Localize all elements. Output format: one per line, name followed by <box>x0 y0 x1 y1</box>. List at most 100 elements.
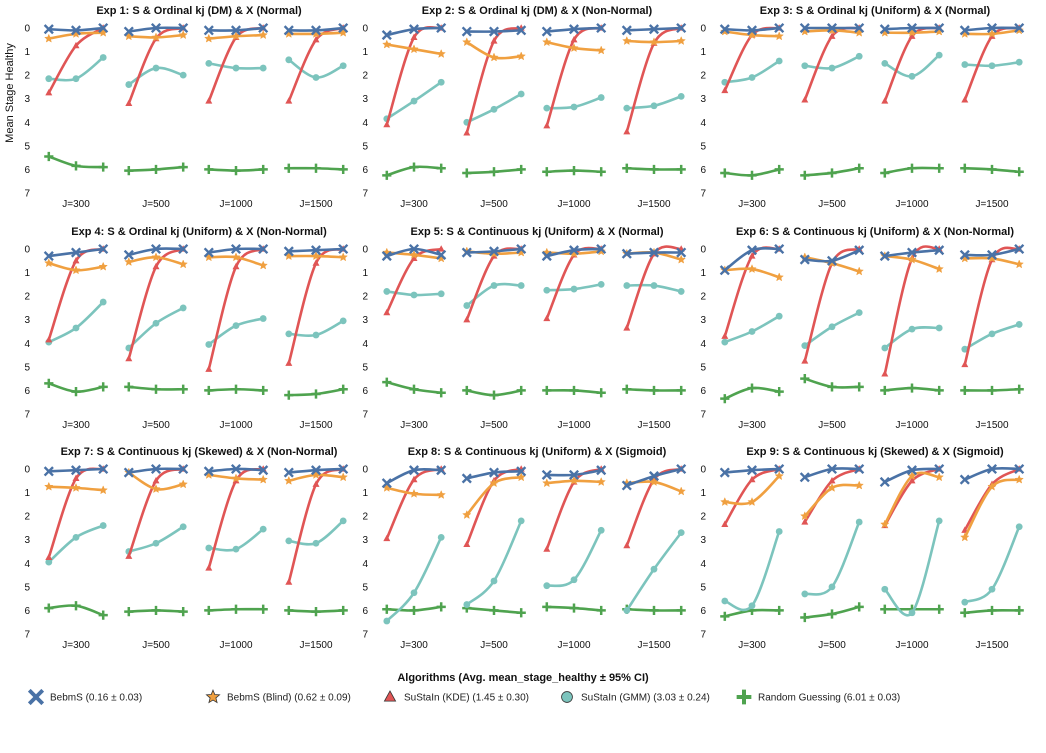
y-tick-label: 3 <box>24 94 30 105</box>
data-point <box>721 597 729 605</box>
data-point <box>436 249 447 260</box>
data-point <box>748 74 756 81</box>
data-point <box>205 365 213 372</box>
data-point <box>123 249 134 260</box>
data-point <box>934 264 944 274</box>
data-point <box>961 96 969 103</box>
y-ticks: 0 1 2 3 4 5 6 7 <box>362 245 368 421</box>
data-point <box>881 370 889 377</box>
data-point <box>70 25 82 36</box>
data-point <box>543 104 551 112</box>
data-point <box>98 610 108 620</box>
data-point <box>381 251 392 262</box>
data-point <box>568 24 580 35</box>
data-point <box>747 170 757 180</box>
data-point <box>801 62 809 70</box>
data-point <box>285 56 293 64</box>
data-point <box>774 31 784 41</box>
data-point <box>720 611 730 621</box>
y-tick-label: 1 <box>362 488 368 499</box>
series-sustain-kde <box>45 245 347 372</box>
data-point <box>623 607 631 614</box>
y-ticks: 0 1 2 3 4 5 6 7 <box>700 245 706 421</box>
data-point <box>880 385 890 396</box>
data-point <box>409 44 419 54</box>
y-tick-label: 2 <box>24 71 30 82</box>
data-point <box>462 385 472 396</box>
x-tick-label: J=1500 <box>975 640 1009 651</box>
data-point <box>383 534 391 542</box>
y-tick-label: 7 <box>362 630 368 641</box>
x-tick-label: J=1000 <box>895 420 929 431</box>
x-tick-label: J=1500 <box>637 420 671 431</box>
panel-title: Exp 3: S & Ordinal kj (Uniform) & X (Nor… <box>760 5 991 17</box>
series-bebms <box>719 463 1025 488</box>
panel-title: Exp 8: S & Continuous kj (Uniform) & X (… <box>408 446 667 458</box>
data-point <box>799 254 810 265</box>
y-tick-label: 6 <box>362 165 368 176</box>
data-point <box>284 475 294 485</box>
data-point <box>569 603 579 613</box>
data-point <box>230 243 242 255</box>
data-point <box>72 256 80 264</box>
data-point <box>232 545 240 553</box>
data-point <box>123 26 134 37</box>
data-point <box>517 517 525 525</box>
y-tick-label: 7 <box>362 189 368 200</box>
data-point <box>312 35 320 43</box>
y-tick-label: 4 <box>24 339 30 350</box>
series-random-guessing <box>382 602 686 618</box>
data-point <box>881 97 889 104</box>
triangle-icon <box>383 690 397 702</box>
y-tick-label: 1 <box>24 488 30 499</box>
data-point <box>1014 474 1024 484</box>
data-point <box>383 120 391 128</box>
data-point <box>959 25 970 36</box>
x-tick-label: J=500 <box>142 199 170 210</box>
x-tick-label: J=300 <box>62 420 90 431</box>
data-point <box>935 324 943 332</box>
data-point <box>125 552 133 559</box>
data-point <box>854 163 864 173</box>
data-point <box>151 164 161 175</box>
data-point <box>568 469 580 480</box>
y-tick-label: 4 <box>362 339 368 350</box>
data-point <box>45 89 53 96</box>
data-point <box>935 51 943 59</box>
data-point <box>801 342 809 350</box>
panel-5: Exp 5: S & Continuous kj (Uniform) & X (… <box>362 226 687 431</box>
data-point <box>151 252 161 262</box>
series-line <box>803 467 861 524</box>
data-point <box>311 163 321 173</box>
data-point <box>178 463 189 475</box>
data-point <box>828 476 836 484</box>
data-point <box>799 22 810 34</box>
data-point <box>312 331 320 339</box>
data-point <box>960 608 970 618</box>
data-point <box>747 264 757 274</box>
data-point <box>676 164 686 175</box>
y-tick-label: 6 <box>700 606 706 617</box>
series-line <box>545 26 603 128</box>
data-point <box>719 467 730 478</box>
data-point <box>906 22 918 34</box>
y-tick-label: 5 <box>362 141 368 152</box>
data-point <box>828 323 836 331</box>
series-line <box>803 247 861 363</box>
series-bebms <box>381 22 687 41</box>
data-point <box>125 354 133 362</box>
data-point <box>99 298 107 306</box>
data-point <box>489 167 499 177</box>
data-point <box>747 497 757 507</box>
y-tick-label: 7 <box>700 410 706 421</box>
data-point <box>676 463 687 475</box>
y-tick-label: 0 <box>700 245 706 256</box>
data-point <box>125 81 133 88</box>
x-tick-label: J=300 <box>400 420 428 431</box>
series-line <box>207 247 265 371</box>
y-ticks: 0 1 2 3 4 5 6 7 <box>362 24 368 200</box>
data-point <box>570 576 578 584</box>
y-tick-label: 1 <box>24 268 30 279</box>
y-tick-label: 2 <box>700 292 706 303</box>
